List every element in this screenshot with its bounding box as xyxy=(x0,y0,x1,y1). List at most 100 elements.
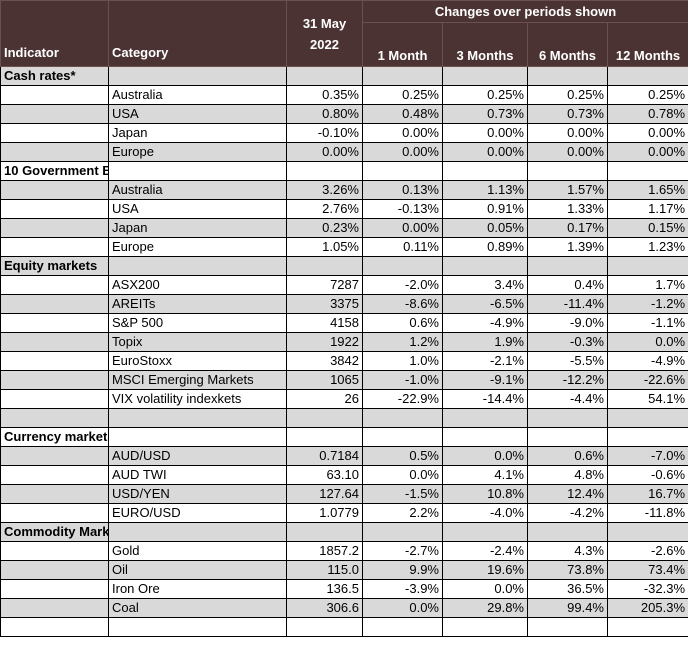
change-cell: 1.13% xyxy=(442,180,528,200)
category-cell: Coal xyxy=(108,598,287,618)
change-cell: 0.00% xyxy=(442,142,528,162)
empty-cell xyxy=(362,427,443,447)
change-cell: -5.5% xyxy=(527,351,608,371)
change-cell: 0.73% xyxy=(527,104,608,124)
market-indicators-table: Indicator Category 31 May 2022 Changes o… xyxy=(0,0,688,637)
empty-cell xyxy=(362,408,443,428)
section-row: Currency markets xyxy=(0,427,688,447)
value-cell: 3375 xyxy=(286,294,363,314)
table-row: Australia 0.35% 0.25% 0.25% 0.25% 0.25% xyxy=(0,85,688,105)
table-row: AUD/USD 0.7184 0.5% 0.0% 0.6% -7.0% xyxy=(0,446,688,466)
indicator-cell xyxy=(0,503,109,523)
table-row: Oil 115.0 9.9% 19.6% 73.8% 73.4% xyxy=(0,560,688,580)
category-cell: ASX200 xyxy=(108,275,287,295)
change-cell: 0.00% xyxy=(606,123,688,143)
change-cell: 205.3% xyxy=(606,598,688,618)
category-cell: Europe xyxy=(108,237,287,257)
table-row: S&P 500 4158 0.6% -4.9% -9.0% -1.1% xyxy=(0,313,688,333)
empty-cell xyxy=(362,617,443,637)
empty-cell xyxy=(0,408,109,428)
change-cell: 0.89% xyxy=(442,237,528,257)
empty-cell xyxy=(286,427,363,447)
change-cell: 29.8% xyxy=(442,598,528,618)
change-cell: -2.7% xyxy=(362,541,443,561)
change-cell: 0.05% xyxy=(442,218,528,238)
change-cell: 1.2% xyxy=(362,332,443,352)
change-cell: -2.0% xyxy=(362,275,443,295)
change-cell: -2.6% xyxy=(606,541,688,561)
value-cell: 127.64 xyxy=(286,484,363,504)
section-label: Cash rates* xyxy=(0,66,109,86)
change-cell: 2.2% xyxy=(362,503,443,523)
value-cell: 3.26% xyxy=(286,180,363,200)
change-cell: 0.0% xyxy=(442,446,528,466)
indicator-cell xyxy=(0,199,109,219)
empty-cell xyxy=(286,256,363,276)
empty-cell xyxy=(108,427,287,447)
indicator-cell xyxy=(0,85,109,105)
change-cell: -8.6% xyxy=(362,294,443,314)
table-row: Europe 0.00% 0.00% 0.00% 0.00% 0.00% xyxy=(0,142,688,162)
table-row: Australia 3.26% 0.13% 1.13% 1.57% 1.65% xyxy=(0,180,688,200)
change-cell: 4.3% xyxy=(527,541,608,561)
empty-cell xyxy=(442,427,528,447)
change-cell: -2.4% xyxy=(442,541,528,561)
indicator-cell xyxy=(0,294,109,314)
value-cell: 1922 xyxy=(286,332,363,352)
change-cell: -4.9% xyxy=(442,313,528,333)
category-cell: EuroStoxx xyxy=(108,351,287,371)
change-cell: 0.4% xyxy=(527,275,608,295)
change-cell: -2.1% xyxy=(442,351,528,371)
change-cell: -1.1% xyxy=(606,313,688,333)
table-row: AUD TWI 63.10 0.0% 4.1% 4.8% -0.6% xyxy=(0,465,688,485)
value-cell: 3842 xyxy=(286,351,363,371)
blank-row xyxy=(0,408,688,428)
category-cell: Japan xyxy=(108,123,287,143)
category-cell: AREITs xyxy=(108,294,287,314)
category-cell: Europe xyxy=(108,142,287,162)
empty-cell xyxy=(606,66,688,86)
value-cell: 0.35% xyxy=(286,85,363,105)
category-cell: Japan xyxy=(108,218,287,238)
change-cell: 99.4% xyxy=(527,598,608,618)
change-cell: 0.25% xyxy=(606,85,688,105)
indicator-cell xyxy=(0,484,109,504)
value-cell: 1857.2 xyxy=(286,541,363,561)
table-body: Cash rates* Australia 0.35% 0.25% 0.25% 0.25%… xyxy=(0,66,688,637)
category-cell: USA xyxy=(108,104,287,124)
change-cell: 0.00% xyxy=(527,142,608,162)
empty-cell xyxy=(108,617,287,637)
change-cell: 3.4% xyxy=(442,275,528,295)
change-cell: 0.25% xyxy=(362,85,443,105)
blank-row xyxy=(0,617,688,637)
section-row: Commodity Markets xyxy=(0,522,688,542)
indicator-cell xyxy=(0,180,109,200)
indicator-cell xyxy=(0,351,109,371)
empty-cell xyxy=(286,617,363,637)
category-cell: Oil xyxy=(108,560,287,580)
indicator-cell xyxy=(0,579,109,599)
change-cell: -11.8% xyxy=(606,503,688,523)
table-row: Japan -0.10% 0.00% 0.00% 0.00% 0.00% xyxy=(0,123,688,143)
empty-cell xyxy=(527,66,608,86)
change-cell: -9.1% xyxy=(442,370,528,390)
period-header-12m: 12 Months xyxy=(606,22,688,67)
change-cell: -32.3% xyxy=(606,579,688,599)
value-cell: 4158 xyxy=(286,313,363,333)
change-cell: 0.00% xyxy=(362,218,443,238)
value-cell: 0.80% xyxy=(286,104,363,124)
value-cell: 63.10 xyxy=(286,465,363,485)
change-cell: 0.00% xyxy=(606,142,688,162)
value-cell: 1065 xyxy=(286,370,363,390)
table-row: Topix 1922 1.2% 1.9% -0.3% 0.0% xyxy=(0,332,688,352)
empty-cell xyxy=(108,408,287,428)
change-cell: -0.13% xyxy=(362,199,443,219)
empty-cell xyxy=(108,66,287,86)
indicator-cell xyxy=(0,237,109,257)
change-cell: 0.00% xyxy=(527,123,608,143)
value-cell: 2.76% xyxy=(286,199,363,219)
change-cell: 1.33% xyxy=(527,199,608,219)
indicator-cell xyxy=(0,104,109,124)
value-cell: 306.6 xyxy=(286,598,363,618)
change-cell: 1.9% xyxy=(442,332,528,352)
